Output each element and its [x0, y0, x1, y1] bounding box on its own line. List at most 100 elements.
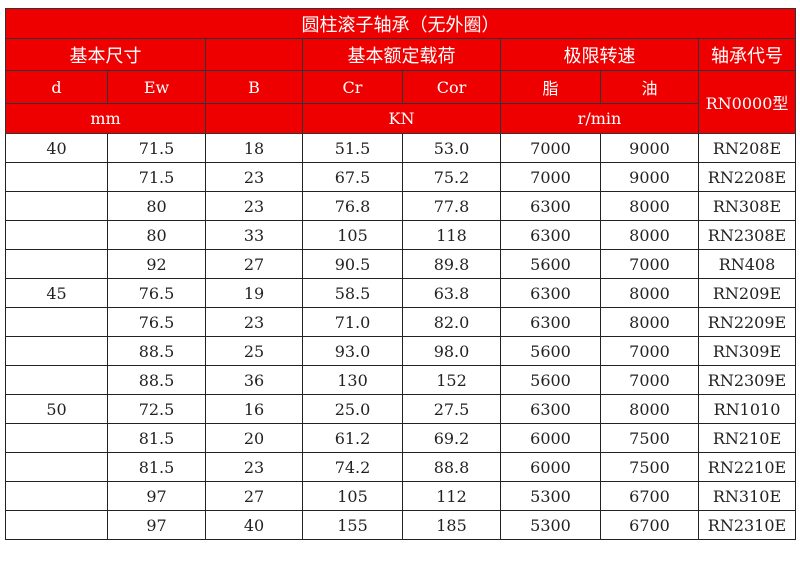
table-row: 81.5 23 74.2 88.8 6000 7500 RN2210E — [5, 452, 796, 482]
header-d: d — [5, 70, 108, 104]
cell-cr: 90.5 — [302, 249, 403, 279]
cell-b: 40 — [205, 510, 303, 540]
cell-oil-speed: 6700 — [600, 510, 699, 540]
cell-b: 23 — [205, 162, 303, 192]
cell-cr: 74.2 — [302, 452, 403, 482]
cell-bearing-code: RN2210E — [698, 452, 796, 482]
cell-grease-speed: 6300 — [500, 394, 601, 424]
cell-oil-speed: 9000 — [600, 162, 699, 192]
cell-bearing-code: RN2309E — [698, 365, 796, 395]
bearing-spec-table: 圆柱滚子轴承（无外圈） 基本尺寸 基本额定载荷 极限转速 轴承代号 d Ew B… — [5, 8, 796, 540]
cell-ew: 88.5 — [107, 365, 206, 395]
cell-oil-speed: 6700 — [600, 481, 699, 511]
cell-b: 23 — [205, 452, 303, 482]
cell-d — [5, 481, 108, 511]
table-row: 76.5 23 71.0 82.0 6300 8000 RN2209E — [5, 307, 796, 337]
cell-d — [5, 307, 108, 337]
header-cor: Cor — [402, 70, 501, 104]
cell-d — [5, 220, 108, 250]
header-empty — [205, 38, 303, 71]
header-limiting-speed: 极限转速 — [500, 38, 699, 71]
cell-d — [5, 191, 108, 221]
cell-bearing-code: RN210E — [698, 423, 796, 453]
cell-cr: 130 — [302, 365, 403, 395]
table-title: 圆柱滚子轴承（无外圈） — [5, 8, 796, 39]
cell-ew: 72.5 — [107, 394, 206, 424]
cell-oil-speed: 8000 — [600, 394, 699, 424]
cell-oil-speed: 8000 — [600, 220, 699, 250]
cell-ew: 71.5 — [107, 162, 206, 192]
cell-ew: 92 — [107, 249, 206, 279]
cell-grease-speed: 7000 — [500, 162, 601, 192]
cell-bearing-code: RN208E — [698, 133, 796, 163]
cell-oil-speed: 8000 — [600, 307, 699, 337]
cell-cr: 61.2 — [302, 423, 403, 453]
header-cr: Cr — [302, 70, 403, 104]
cell-d — [5, 510, 108, 540]
cell-b: 23 — [205, 191, 303, 221]
cell-oil-speed: 9000 — [600, 133, 699, 163]
cell-cor: 112 — [402, 481, 501, 511]
cell-bearing-code: RN2308E — [698, 220, 796, 250]
cell-cr: 67.5 — [302, 162, 403, 192]
header-oil: 油 — [600, 70, 699, 104]
table-row: 40 71.5 18 51.5 53.0 7000 9000 RN208E — [5, 133, 796, 163]
table-row: 92 27 90.5 89.8 5600 7000 RN408 — [5, 249, 796, 279]
cell-cor: 27.5 — [402, 394, 501, 424]
cell-oil-speed: 7000 — [600, 365, 699, 395]
cell-d — [5, 423, 108, 453]
cell-cor: 75.2 — [402, 162, 501, 192]
cell-d — [5, 249, 108, 279]
cell-oil-speed: 7000 — [600, 249, 699, 279]
table-row: 80 33 105 118 6300 8000 RN2308E — [5, 220, 796, 250]
unit-rpm: r/min — [500, 103, 699, 134]
cell-ew: 80 — [107, 191, 206, 221]
cell-grease-speed: 5600 — [500, 249, 601, 279]
cell-cor: 88.8 — [402, 452, 501, 482]
cell-cr: 76.8 — [302, 191, 403, 221]
cell-b: 23 — [205, 307, 303, 337]
table-row: 81.5 20 61.2 69.2 6000 7500 RN210E — [5, 423, 796, 453]
cell-cor: 77.8 — [402, 191, 501, 221]
cell-cor: 69.2 — [402, 423, 501, 453]
cell-ew: 97 — [107, 481, 206, 511]
cell-d — [5, 162, 108, 192]
cell-b: 33 — [205, 220, 303, 250]
cell-cor: 152 — [402, 365, 501, 395]
cell-cr: 93.0 — [302, 336, 403, 366]
header-bearing-code: 轴承代号 — [698, 38, 796, 71]
cell-grease-speed: 6000 — [500, 452, 601, 482]
cell-b: 16 — [205, 394, 303, 424]
cell-oil-speed: 7500 — [600, 423, 699, 453]
cell-ew: 81.5 — [107, 423, 206, 453]
cell-d: 40 — [5, 133, 108, 163]
cell-bearing-code: RN2310E — [698, 510, 796, 540]
cell-b: 36 — [205, 365, 303, 395]
header-b: B — [205, 70, 303, 104]
cell-oil-speed: 7500 — [600, 452, 699, 482]
cell-b: 19 — [205, 278, 303, 308]
table-row: 50 72.5 16 25.0 27.5 6300 8000 RN1010 — [5, 394, 796, 424]
cell-d — [5, 365, 108, 395]
cell-bearing-code: RN308E — [698, 191, 796, 221]
unit-mm: mm — [5, 103, 206, 134]
cell-grease-speed: 6300 — [500, 191, 601, 221]
cell-ew: 81.5 — [107, 452, 206, 482]
cell-grease-speed: 5600 — [500, 365, 601, 395]
cell-cor: 53.0 — [402, 133, 501, 163]
table-row: 71.5 23 67.5 75.2 7000 9000 RN2208E — [5, 162, 796, 192]
cell-cor: 98.0 — [402, 336, 501, 366]
cell-grease-speed: 5300 — [500, 510, 601, 540]
cell-cr: 71.0 — [302, 307, 403, 337]
cell-cr: 58.5 — [302, 278, 403, 308]
cell-grease-speed: 5300 — [500, 481, 601, 511]
cell-grease-speed: 7000 — [500, 133, 601, 163]
cell-bearing-code: RN209E — [698, 278, 796, 308]
cell-oil-speed: 8000 — [600, 278, 699, 308]
cell-b: 27 — [205, 249, 303, 279]
cell-b: 25 — [205, 336, 303, 366]
table-row: 88.5 36 130 152 5600 7000 RN2309E — [5, 365, 796, 395]
cell-grease-speed: 5600 — [500, 336, 601, 366]
cell-cr: 25.0 — [302, 394, 403, 424]
cell-ew: 76.5 — [107, 278, 206, 308]
